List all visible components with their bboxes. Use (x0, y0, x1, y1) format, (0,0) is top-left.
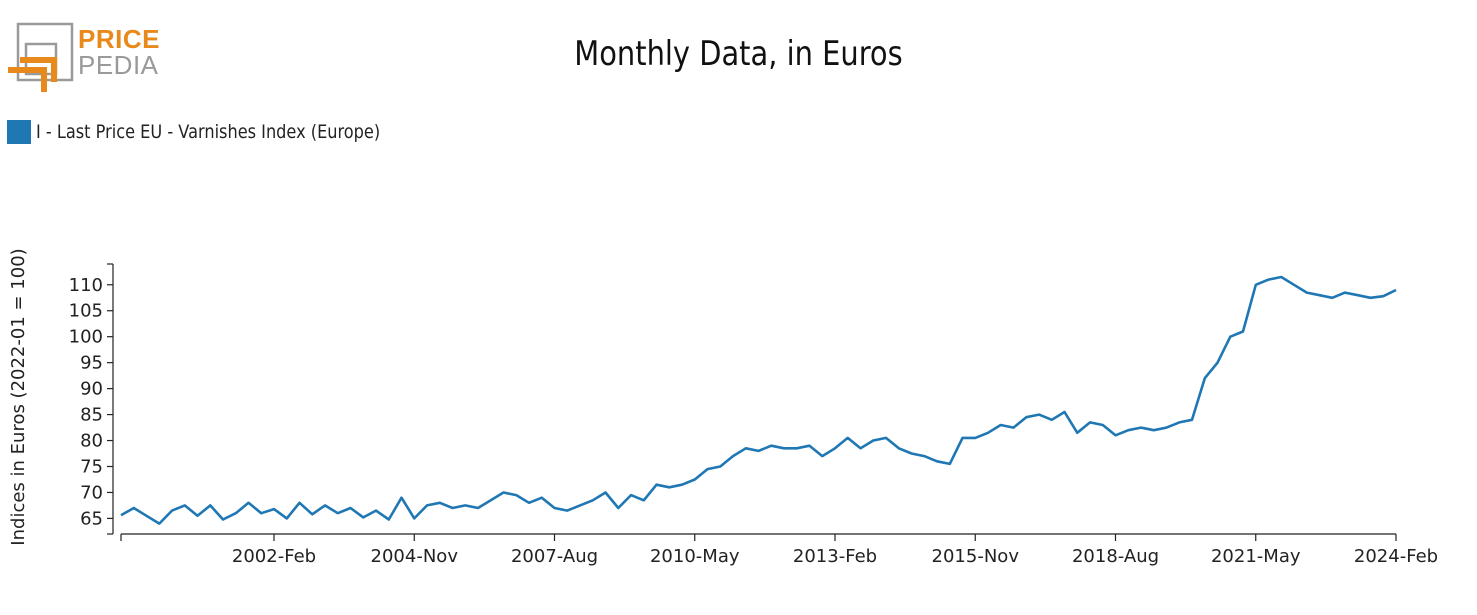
y-tick-label: 105 (69, 301, 103, 322)
x-tick-label: 2010-May (650, 546, 740, 567)
legend-swatch (7, 120, 31, 144)
y-axis-title: Indices in Euros (2022-01 = 100) (8, 248, 29, 545)
y-tick-label: 110 (69, 275, 103, 296)
series-line (120, 275, 1397, 525)
y-tick-label: 80 (80, 431, 103, 452)
logo-text-price: PRICE (78, 24, 160, 54)
logo-mark-icon (8, 22, 74, 92)
y-tick-label: 90 (80, 379, 103, 400)
chart-legend[interactable]: I - Last Price EU - Varnishes Index (Eur… (7, 120, 441, 144)
plot-area (120, 275, 1397, 525)
x-tick-label: 2024-Feb (1354, 546, 1438, 567)
y-tick-label: 95 (80, 353, 103, 374)
x-tick-label: 2002-Feb (232, 546, 316, 567)
y-tick-label: 65 (80, 508, 103, 529)
pricepedia-logo: PRICE PEDIA (6, 22, 166, 94)
x-tick-label: 2018-Aug (1072, 546, 1159, 567)
x-tick-label: 2007-Aug (511, 546, 598, 567)
x-tick-label: 2013-Feb (793, 546, 877, 567)
y-axis: 65 70 75 80 85 90 95 100 105 110 (69, 263, 114, 535)
x-axis: 2002-Feb 2004-Nov 2007-Aug 2010-May 2013-Feb… (120, 533, 1438, 567)
legend-label: I - Last Price EU - Varnishes Index (Eur… (36, 121, 381, 143)
y-tick-label: 70 (80, 482, 103, 503)
y-tick-label: 100 (69, 327, 103, 348)
chart-title: Monthly Data, in Euros (574, 34, 903, 74)
x-tick-label: 2021-May (1211, 546, 1301, 567)
logo-text-pedia: PEDIA (78, 50, 159, 80)
x-tick-label: 2015-Nov (932, 546, 1020, 567)
y-tick-label: 75 (80, 457, 103, 478)
x-tick-label: 2004-Nov (371, 546, 459, 567)
y-tick-label: 85 (80, 405, 103, 426)
